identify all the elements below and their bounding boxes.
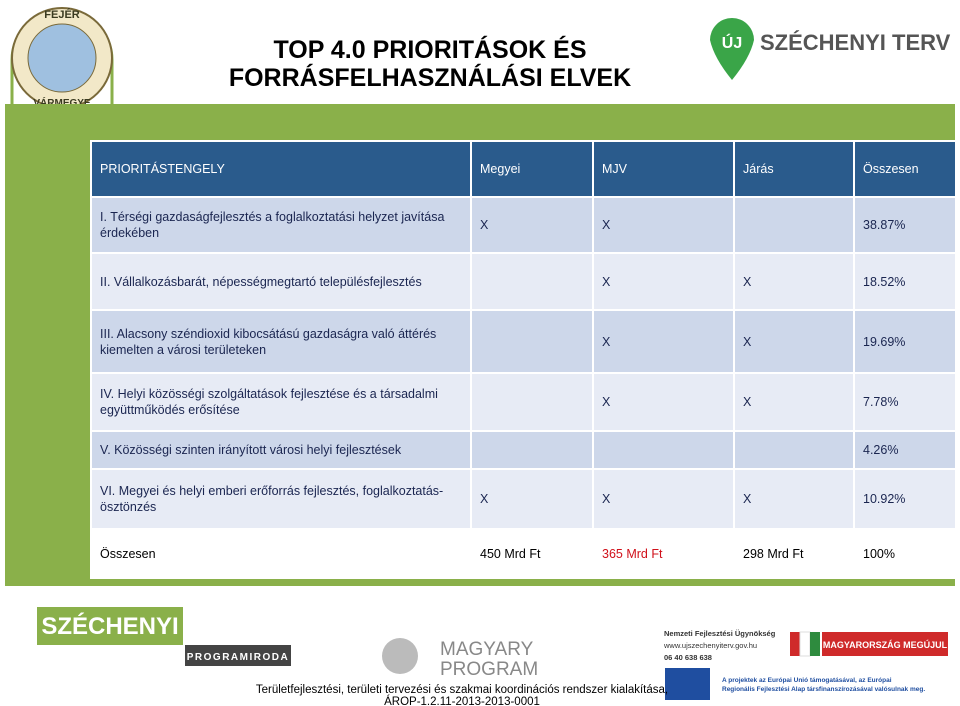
flag — [799, 631, 811, 657]
nfu: Nemzeti Fejlesztési Ügynökség — [664, 629, 776, 638]
cell: 450 Mrd Ft — [470, 528, 594, 579]
nfu: www.ujszechenyiterv.gov.hu — [663, 641, 757, 650]
szechenyi: SZÉCHENYI — [41, 612, 178, 640]
flag — [790, 632, 800, 656]
cell: III. Alacsony széndioxid kibocsátású gaz… — [90, 309, 472, 374]
nfu: 06 40 638 638 — [664, 653, 712, 662]
table-row: V. Közösségi szinten irányított városi h… — [90, 430, 957, 470]
cell: X — [470, 196, 594, 254]
table-row: IV. Helyi közösségi szolgáltatások fejle… — [90, 372, 957, 432]
magyary: PROGRAM — [440, 659, 538, 680]
table-row: VI. Megyei és helyi emberi erőforrás fej… — [90, 468, 957, 530]
cell: 4.26% — [853, 430, 957, 470]
cell: 18.52% — [853, 252, 957, 311]
table-row: II. Vállalkozásbarát, népességmegtartó t… — [90, 252, 957, 311]
cell: X — [733, 372, 855, 432]
crest-text: FEJÉR — [44, 8, 80, 21]
cell: X — [592, 372, 735, 432]
cell: X — [592, 252, 735, 311]
cell: X — [733, 309, 855, 374]
cell: 100% — [853, 528, 957, 579]
header-cell: Járás — [733, 140, 855, 198]
cell: 19.69% — [853, 309, 957, 374]
logo-name: SZÉCHENYI TERV — [760, 30, 951, 55]
cell — [470, 430, 594, 470]
title: TOP 4.0 PRIORITÁSOK ÉS FORRÁSFELHASZNÁLÁ… — [190, 36, 670, 92]
cell: II. Vállalkozásbarát, népességmegtartó t… — [90, 252, 472, 311]
megujul: MAGYARORSZÁG MEGÚJUL — [823, 639, 948, 650]
megujul-box — [822, 632, 948, 656]
cell: Összesen — [90, 528, 472, 579]
cell: 38.87% — [853, 196, 957, 254]
programiroda-box — [185, 645, 291, 666]
table-row: III. Alacsony széndioxid kibocsátású gaz… — [90, 309, 957, 374]
cell: X — [592, 309, 735, 374]
cell — [470, 372, 594, 432]
eu-flag — [665, 668, 710, 700]
cell — [470, 252, 594, 311]
cell: 365 Mrd Ft — [592, 528, 735, 579]
cell: X — [733, 468, 855, 530]
cell: X — [592, 196, 735, 254]
eu-text: Regionális Fejlesztési Alap társfinanszí… — [722, 686, 925, 693]
header-cell: PRIORITÁSTENGELY — [90, 140, 472, 198]
eu-text: A projektek az Európai Unió támogatásáva… — [722, 677, 892, 684]
pin — [710, 18, 754, 80]
header-row: PRIORITÁSTENGELY Megyei MJV Járás Összesen — [90, 140, 957, 198]
header-cell: Összesen — [853, 140, 957, 198]
header-cell: Megyei — [470, 140, 594, 198]
cell: 7.78% — [853, 372, 957, 432]
cell: IV. Helyi közösségi szolgáltatások fejle… — [90, 372, 472, 432]
cell: I. Térségi gazdaságfejlesztés a foglalko… — [90, 196, 472, 254]
footer-text: Területfejlesztési, területi tervezési é… — [256, 684, 668, 696]
cell — [733, 430, 855, 470]
footer-text: ÁROP-1.2.11-2013-2013-0001 — [384, 695, 540, 706]
flag — [810, 632, 820, 656]
cell — [470, 309, 594, 374]
cell: X — [470, 468, 594, 530]
title-line: FORRÁSFELHASZNÁLÁSI ELVEK — [228, 64, 632, 92]
cell: V. Közösségi szinten irányított városi h… — [90, 430, 472, 470]
magyary: MAGYARY — [440, 639, 534, 660]
priority-table: PRIORITÁSTENGELY Megyei MJV Járás Összesen I.… — [90, 140, 957, 579]
table-row: I. Térségi gazdaságfejlesztés a foglalko… — [90, 196, 957, 254]
cell — [733, 196, 855, 254]
logo-badge: ÚJ — [722, 33, 742, 52]
cell: VI. Megyei és helyi emberi erőforrás fej… — [90, 468, 472, 530]
table-row: Összesen 450 Mrd Ft 365 Mrd Ft 298 Mrd Ft 10… — [90, 528, 957, 579]
cell: X — [733, 252, 855, 311]
cell: 298 Mrd Ft — [733, 528, 855, 579]
crest-inner — [27, 23, 97, 93]
programiroda: PROGRAMIRODA — [187, 652, 289, 663]
header-cell: MJV — [592, 140, 735, 198]
cell — [592, 430, 735, 470]
magyary-portrait — [382, 638, 418, 674]
cell: 10.92% — [853, 468, 957, 530]
title-line: TOP 4.0 PRIORITÁSOK ÉS — [273, 36, 587, 64]
cell: X — [592, 468, 735, 530]
szechenyi-box — [37, 607, 183, 645]
